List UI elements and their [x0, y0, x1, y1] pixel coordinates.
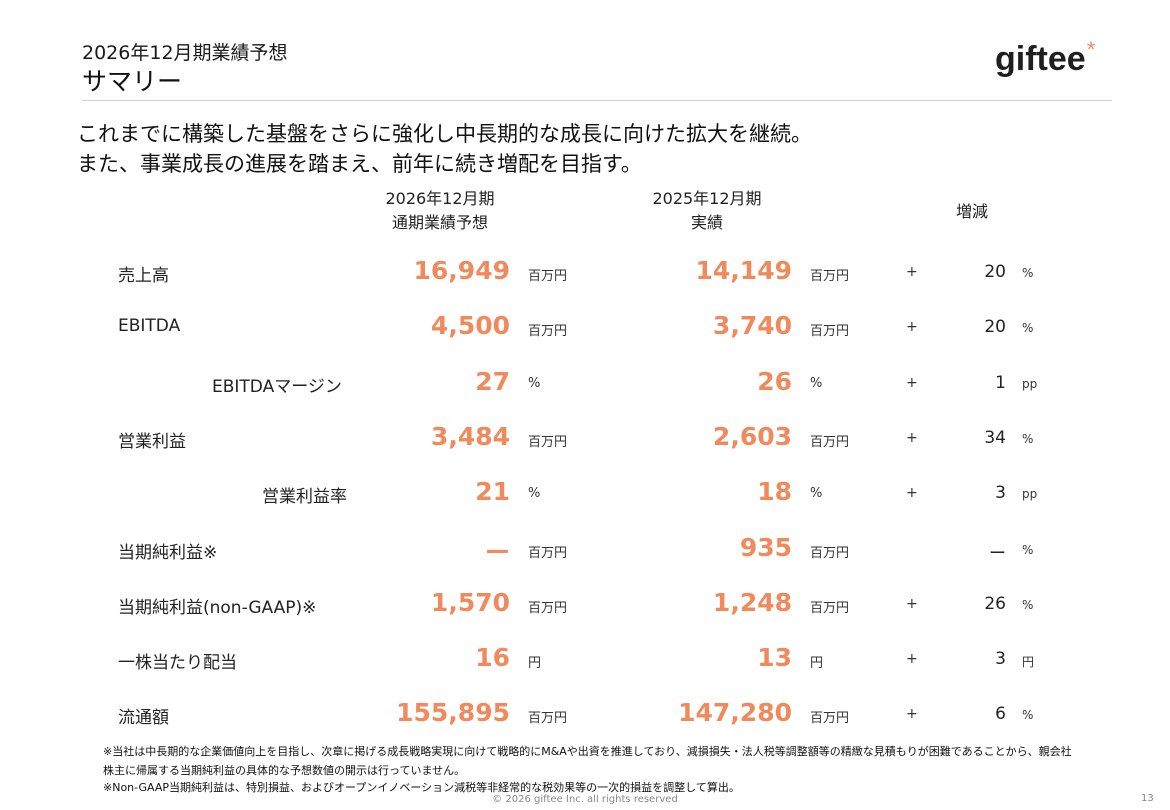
actual-value: 147,280 [678, 698, 792, 727]
change-sign: + [906, 264, 918, 280]
change-unit: 円 [1022, 655, 1035, 669]
actual-unit: 円 [810, 656, 824, 671]
logo-wordmark: giftee [995, 40, 1086, 78]
forecast-header-line-1: 2026年12月期 [385, 189, 495, 208]
actual-value: 14,149 [695, 256, 792, 285]
footnote-1a: ※当社は中長期的な企業価値向上を目指し、次章に掲げる成長戦略実現に向けて戦略的に… [103, 745, 1072, 758]
header-divider [82, 100, 1112, 101]
actual-column-header: 2025年12月期 実績 [607, 187, 807, 235]
actual-header-line-2: 実績 [690, 213, 723, 232]
change-value: ー [989, 544, 1006, 564]
page-title: サマリー [82, 67, 183, 96]
change-sign: + [906, 596, 918, 612]
change-unit: % [1022, 266, 1034, 280]
change-value: 1 [995, 373, 1006, 393]
change-value: 26 [984, 594, 1006, 614]
change-sign: + [906, 706, 918, 722]
forecast-value: ー [484, 538, 510, 567]
row-label: 一株当たり配当 [118, 653, 237, 673]
change-value: 3 [995, 483, 1006, 503]
actual-unit: 百万円 [810, 601, 850, 616]
page-number: 13 [1141, 793, 1154, 804]
change-value: 20 [984, 262, 1006, 282]
change-unit: pp [1022, 377, 1038, 391]
copyright: © 2026 giftee Inc. all rights reserved [492, 794, 678, 805]
row-label: EBITDAマージン [212, 377, 342, 397]
forecast-value: 16 [475, 643, 510, 672]
row-label: 当期純利益※ [118, 543, 218, 563]
actual-unit: 百万円 [810, 711, 850, 726]
forecast-value: 3,484 [430, 422, 510, 451]
change-value: 34 [984, 428, 1006, 448]
row-label: 流通額 [118, 708, 169, 728]
change-value: 3 [995, 649, 1006, 669]
forecast-unit: 百万円 [528, 435, 568, 450]
footnote-1b: 株主に帰属する当期純利益の具体的な予想数値の開示は行っていません。 [103, 764, 466, 777]
actual-unit: % [810, 376, 823, 391]
actual-value: 935 [739, 533, 792, 562]
forecast-value: 21 [475, 477, 510, 506]
actual-value: 18 [757, 477, 792, 506]
change-unit: % [1022, 432, 1034, 446]
actual-unit: 百万円 [810, 435, 850, 450]
forecast-unit: 百万円 [528, 601, 568, 616]
actual-value: 13 [757, 643, 792, 672]
forecast-unit: 百万円 [528, 324, 568, 339]
actual-unit: 百万円 [810, 546, 850, 561]
forecast-unit: % [528, 486, 541, 501]
forecast-header-line-2: 通期業績予想 [391, 213, 488, 232]
change-unit: % [1022, 321, 1034, 335]
forecast-value: 16,949 [413, 256, 510, 285]
actual-unit: 百万円 [810, 324, 850, 339]
actual-value: 26 [757, 367, 792, 396]
row-label: EBITDA [118, 316, 181, 336]
forecast-value: 4,500 [430, 311, 510, 340]
change-unit: % [1022, 708, 1034, 722]
row-label: 営業利益 [118, 432, 186, 452]
actual-value: 3,740 [712, 311, 792, 340]
change-unit: % [1022, 598, 1034, 612]
logo-asterisk: * [1086, 37, 1096, 62]
lead-line-2: また、事業成長の進展を踏まえ、前年に続き増配を目指す。 [77, 152, 642, 176]
row-label: 当期純利益(non-GAAP)※ [118, 598, 317, 618]
change-sign: + [906, 375, 918, 391]
forecast-value: 155,895 [396, 698, 510, 727]
footnote-2: ※Non-GAAP当期純利益は、特別損益、およびオープンイノベーション減税等非経… [103, 781, 740, 794]
change-column-header: 増減 [955, 202, 988, 221]
change-value: 20 [984, 317, 1006, 337]
forecast-unit: 円 [528, 656, 542, 671]
actual-value: 1,248 [712, 588, 792, 617]
forecast-value: 27 [475, 367, 510, 396]
actual-unit: 百万円 [810, 269, 850, 284]
change-sign: + [906, 319, 918, 335]
change-sign: + [906, 485, 918, 501]
actual-header-line-1: 2025年12月期 [652, 189, 762, 208]
forecast-unit: % [528, 376, 541, 391]
forecast-unit: 百万円 [528, 711, 568, 726]
change-value: 6 [995, 704, 1006, 724]
change-unit: % [1022, 543, 1034, 557]
forecast-value: 1,570 [430, 588, 510, 617]
actual-unit: % [810, 486, 823, 501]
forecast-column-header: 2026年12月期 通期業績予想 [340, 187, 540, 235]
forecast-unit: 百万円 [528, 269, 568, 284]
change-unit: pp [1022, 487, 1038, 501]
change-sign: + [906, 430, 918, 446]
actual-value: 2,603 [712, 422, 792, 451]
change-sign: + [906, 651, 918, 667]
forecast-unit: 百万円 [528, 546, 568, 561]
lead-line-1: これまでに構築した基盤をさらに強化し中長期的な成長に向けた拡大を継続。 [77, 122, 812, 146]
page-supertitle: 2026年12月期業績予想 [82, 42, 288, 64]
giftee-logo: giftee* [995, 37, 1096, 79]
row-label: 売上高 [118, 266, 169, 286]
row-label: 営業利益率 [262, 487, 347, 507]
